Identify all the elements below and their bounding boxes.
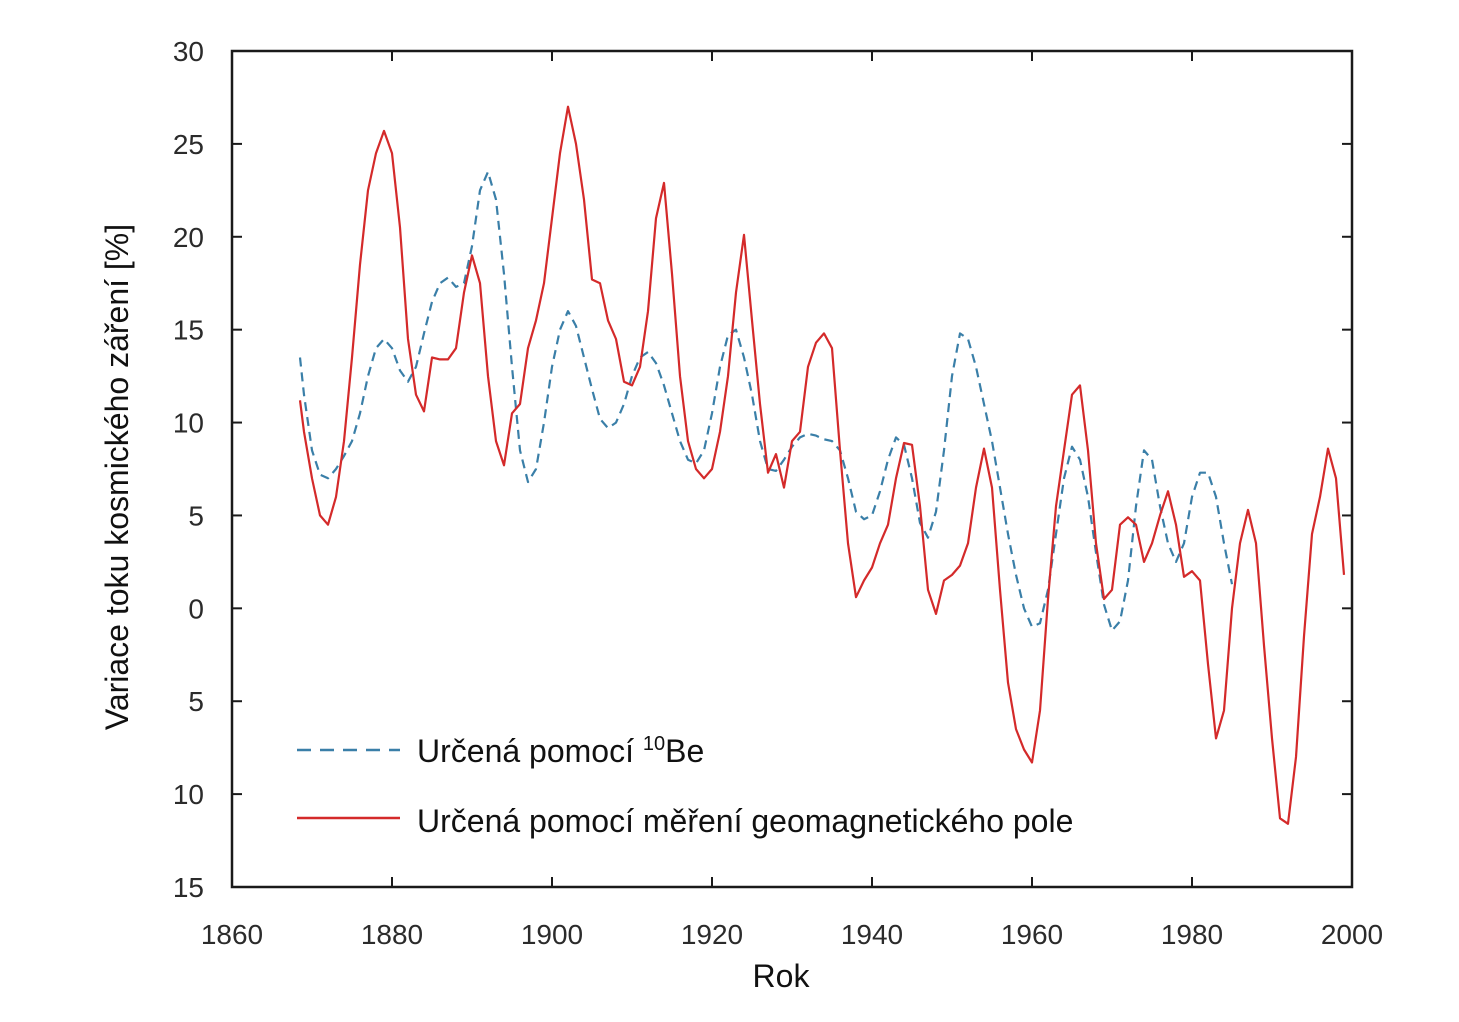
legend-label-10be: Určená pomocí 10Be bbox=[417, 733, 704, 769]
y-tick-label: 10 bbox=[173, 779, 204, 810]
legend-label-10be-suffix: Be bbox=[665, 733, 704, 769]
legend-label-geomagnetic: Určená pomocí měření geomagnetického pol… bbox=[417, 803, 1073, 839]
y-tick-label: 5 bbox=[188, 686, 204, 717]
legend-label-10be-superscript: 10 bbox=[643, 733, 665, 755]
y-tick-label: 25 bbox=[173, 129, 204, 160]
x-axis-label: Rok bbox=[753, 958, 811, 994]
series-layer bbox=[298, 105, 1346, 825]
x-tick-label: 1960 bbox=[1001, 919, 1063, 950]
x-tick-label: 1920 bbox=[681, 919, 743, 950]
x-tick-label: 1900 bbox=[521, 919, 583, 950]
x-tick-label: 2000 bbox=[1321, 919, 1383, 950]
x-tick-label: 1860 bbox=[201, 919, 263, 950]
x-tick-label: 1940 bbox=[841, 919, 903, 950]
y-tick-label: 20 bbox=[173, 222, 204, 253]
y-tick-label: 30 bbox=[173, 36, 204, 67]
plot-frame bbox=[230, 49, 1354, 889]
x-tick-label: 1880 bbox=[361, 919, 423, 950]
x-tick-label: 1980 bbox=[1161, 919, 1223, 950]
legend-label-10be-prefix: Určená pomocí bbox=[417, 733, 643, 769]
y-tick-label: 10 bbox=[173, 408, 204, 439]
y-tick-label: 15 bbox=[173, 315, 204, 346]
ticks-layer: 1860 1880 1900 1920 1940 1960 1980 2000 30 25 20 15… bbox=[173, 36, 1383, 950]
y-tick-label: 15 bbox=[173, 872, 204, 903]
series-line-geomagnetic bbox=[298, 105, 1346, 825]
series-line-10be bbox=[298, 170, 1234, 632]
y-tick-label: 5 bbox=[188, 500, 204, 531]
legend: Určená pomocí 10Be Určená pomocí měření … bbox=[297, 733, 1073, 839]
y-tick-label: 0 bbox=[188, 593, 204, 624]
y-axis-label: Variace toku kosmického záření [%] bbox=[99, 224, 135, 730]
